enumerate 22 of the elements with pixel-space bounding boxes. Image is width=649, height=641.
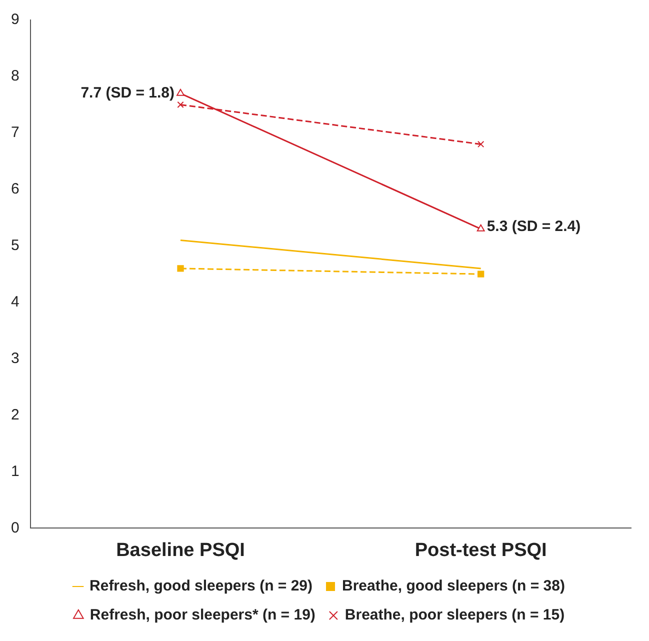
legend-label: Refresh, good sleepers (n = 29) bbox=[90, 578, 313, 595]
y-tick-label: 4 bbox=[11, 293, 20, 310]
y-tick-label: 5 bbox=[11, 237, 20, 254]
point bbox=[177, 265, 184, 272]
y-tick-label: 0 bbox=[11, 519, 20, 536]
x-tick-label: Post-test PSQI bbox=[414, 540, 547, 561]
y-tick-label: 2 bbox=[11, 406, 20, 424]
y-tick-label: 1 bbox=[11, 462, 20, 480]
y-tick-label: 3 bbox=[11, 350, 20, 367]
legend-label: Breathe, poor sleepers (n = 15) bbox=[344, 606, 565, 624]
annotation: 5.3 (SD = 2.4) bbox=[486, 218, 581, 236]
point bbox=[478, 270, 484, 278]
legend-label: Breathe, good sleepers (n = 38) bbox=[342, 578, 565, 595]
y-tick-label: 9 bbox=[11, 11, 20, 28]
legend-label: Refresh, poor sleepers* (n = 19) bbox=[90, 606, 316, 624]
x-tick-label: Baseline PSQI bbox=[116, 540, 245, 561]
y-tick-label: 8 bbox=[11, 68, 20, 85]
point bbox=[177, 101, 184, 108]
annotation: 7.7 (SD = 1.8) bbox=[80, 84, 175, 102]
y-tick-label: 7 bbox=[11, 124, 20, 142]
y-tick-label: 6 bbox=[11, 180, 20, 198]
point bbox=[478, 140, 484, 148]
